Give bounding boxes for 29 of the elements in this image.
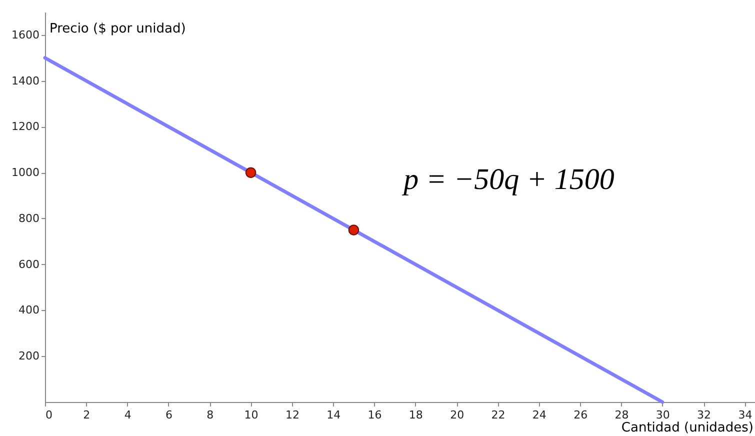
x-tick-label: 10 — [244, 408, 258, 422]
x-tick-label: 26 — [574, 408, 588, 422]
x-tick-label: 12 — [285, 408, 300, 422]
x-tick-label: 32 — [697, 408, 712, 422]
x-tick-label: 4 — [124, 408, 132, 422]
y-tick-label: 1400 — [12, 74, 40, 88]
y-tick-label: 600 — [18, 258, 40, 271]
y-tick-label: 400 — [18, 304, 40, 317]
x-axis-title: Cantidad (unidades) — [621, 420, 754, 436]
y-axis-title: Precio ($ por unidad) — [50, 22, 186, 36]
y-tick-label: 1000 — [12, 166, 40, 180]
x-tick-label: 14 — [326, 408, 341, 422]
annotation: p = −50q + 1500 — [402, 163, 614, 196]
x-tick-label: 6 — [165, 408, 172, 422]
y-tick-label: 1200 — [12, 120, 40, 134]
x-tick-label: 18 — [408, 408, 423, 422]
y-tick-label: 800 — [18, 212, 40, 225]
x-tick-label: 20 — [450, 408, 464, 422]
x-tick-label: 16 — [368, 408, 382, 422]
y-tick-label: 200 — [18, 350, 40, 363]
x-tick-label: 0 — [46, 408, 52, 422]
x-tick-label: 28 — [614, 408, 629, 422]
x-tick-label: 24 — [532, 408, 546, 422]
x-tick-label: 8 — [206, 408, 214, 422]
y-tick-label: 1600 — [12, 28, 40, 42]
x-tick-label: 2 — [83, 408, 90, 422]
x-tick-label: 22 — [491, 408, 506, 422]
x-tick-label: 34 — [738, 408, 752, 422]
x-tick-label: 30 — [656, 408, 670, 422]
